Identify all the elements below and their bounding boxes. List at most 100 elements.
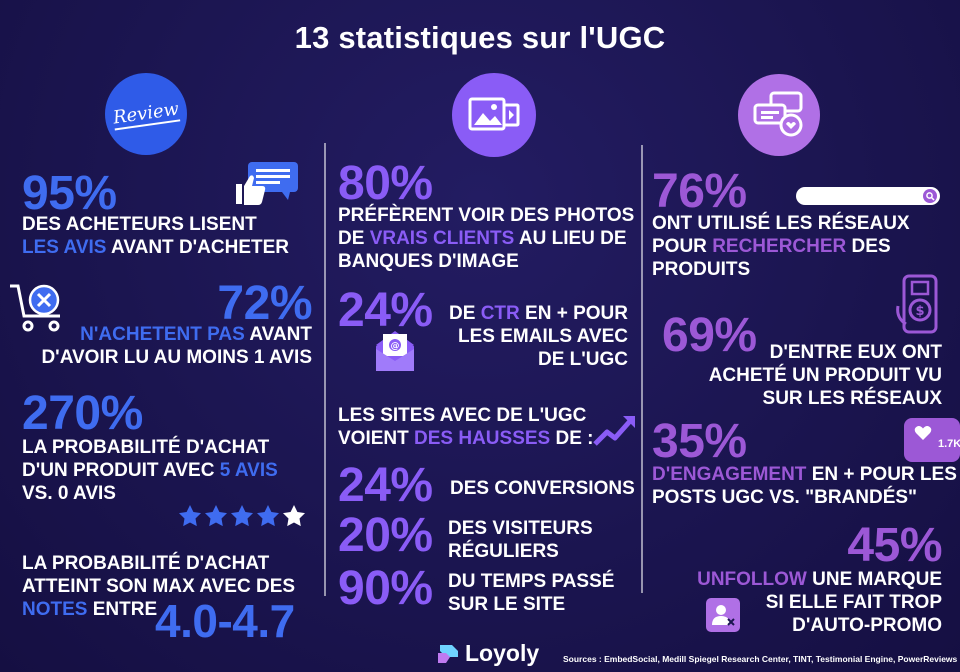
stat-24ctr-line1-pre: DE xyxy=(449,303,481,324)
star-icon-2 xyxy=(205,505,227,527)
stat-35-line1-rest: EN + POUR LES xyxy=(806,464,957,485)
review-icon-label: Review xyxy=(111,98,181,130)
stat-45-value: 45% xyxy=(847,519,942,572)
stat-95-line2: LES AVIS AVANT D'ACHETER xyxy=(22,236,289,259)
stat-270-line1: LA PROBABILITÉ D'ACHAT xyxy=(22,437,270,458)
stat-45-highlight: UNFOLLOW xyxy=(697,569,807,590)
svg-text:$: $ xyxy=(915,304,924,319)
stat-visitors-line1: DES VISITEURS xyxy=(448,518,593,539)
stat-76-text: ONT UTILISÉ LES RÉSEAUX POUR RECHERCHER … xyxy=(652,212,910,281)
stat-24ctr-line1-rest: EN + POUR xyxy=(519,303,628,324)
stat-76-line2-pre: POUR xyxy=(652,236,713,257)
stat-time-value: 90% xyxy=(338,562,433,615)
stat-45-line1: UNFOLLOW UNE MARQUE xyxy=(660,568,942,591)
stat-69-value: 69% xyxy=(662,309,757,362)
stat-72-line1: N'ACHETENT PAS AVANT xyxy=(20,323,312,346)
email-icon: @ xyxy=(376,331,414,371)
stat-95-line1: DES ACHETEURS LISENT xyxy=(22,214,257,235)
svg-text:@: @ xyxy=(391,342,400,352)
stat-24ctr-line2: LES EMAILS AVEC xyxy=(458,326,628,347)
search-bar xyxy=(796,187,940,205)
stat-76-line3: PRODUITS xyxy=(652,259,751,280)
like-count: 1.7K xyxy=(938,438,960,450)
star-icon-3 xyxy=(231,505,253,527)
column-divider-right xyxy=(641,145,643,593)
social-chat-icon xyxy=(753,91,803,137)
stat-69-line2: ACHETÉ UN PRODUIT VU xyxy=(708,365,942,386)
stat-45-line1-rest: UNE MARQUE xyxy=(806,569,942,590)
stat-45-line2: SI ELLE FAIT TROP xyxy=(765,592,942,613)
stat-rating-highlight: NOTES xyxy=(22,599,88,620)
stat-rating-text: LA PROBABILITÉ D'ACHAT ATTEINT SON MAX A… xyxy=(22,552,295,621)
stat-72-text: N'ACHETENT PAS AVANT D'AVOIR LU AU MOINS… xyxy=(20,323,312,369)
stat-80-line2-rest: AU LIEU DE xyxy=(514,228,627,249)
stat-76-line2-rest: DES xyxy=(846,236,891,257)
stat-72-highlight: N'ACHETENT PAS xyxy=(80,324,245,345)
phone-payment-icon: $ xyxy=(896,274,938,334)
stat-conversions-value: 24% xyxy=(338,459,433,512)
cart-cancel-icon xyxy=(10,284,60,332)
heart-icon xyxy=(914,426,932,440)
stat-80-line2-pre: DE xyxy=(338,228,370,249)
stat-24ctr-line1: DE CTR EN + POUR xyxy=(420,302,628,325)
stat-visitors-line2: RÉGULIERS xyxy=(448,541,559,562)
stat-45-text: UNFOLLOW UNE MARQUE SI ELLE FAIT TROP D'… xyxy=(660,568,942,637)
stat-35-highlight: D'ENGAGEMENT xyxy=(652,464,807,485)
stat-ugc-sites-line1: LES SITES AVEC DE L'UGC xyxy=(338,405,587,426)
star-rating xyxy=(179,505,305,527)
sources-text: Sources : EmbedSocial, Medill Spiegel Re… xyxy=(563,654,958,664)
footer-logo: Loyoly xyxy=(436,640,539,667)
stat-ugc-sites-line2: VOIENT DES HAUSSES DE : xyxy=(338,427,594,450)
stat-80-line3: BANQUES D'IMAGE xyxy=(338,251,519,272)
stat-76-value: 76% xyxy=(652,165,747,218)
stat-ugc-sites-line2-rest: DE : xyxy=(550,428,594,449)
stat-69-line1: D'ENTRE EUX ONT xyxy=(769,342,942,363)
stat-ugc-sites-highlight: DES HAUSSES xyxy=(414,428,551,449)
chat-bubbles-icon xyxy=(738,74,820,156)
stat-visitors-value: 20% xyxy=(338,509,433,562)
stat-rating-line2: ATTEINT SON MAX AVEC DES xyxy=(22,576,296,597)
stat-ugc-sites-line2-pre: VOIENT xyxy=(338,428,415,449)
stat-76-line2: POUR RECHERCHER DES xyxy=(652,235,910,258)
stat-rating-value: 4.0-4.7 xyxy=(155,595,295,647)
stat-conversions-text: DES CONVERSIONS xyxy=(450,478,635,499)
stat-visitors-text: DES VISITEURS RÉGULIERS xyxy=(448,517,593,563)
stat-24ctr-line3: DE L'UGC xyxy=(537,349,628,370)
stat-72-line1-rest: AVANT xyxy=(244,324,312,345)
stat-69-text: D'ENTRE EUX ONT ACHETÉ UN PRODUIT VU SUR… xyxy=(660,341,942,410)
stat-270-line2-pre: D'UN PRODUIT AVEC xyxy=(22,460,220,481)
stat-35-line1: D'ENGAGEMENT EN + POUR LES xyxy=(652,463,957,486)
stat-270-line2: D'UN PRODUIT AVEC 5 AVIS xyxy=(22,459,278,482)
stat-24ctr-value: 24% xyxy=(338,284,433,337)
stat-time-line1: DU TEMPS PASSÉ xyxy=(448,571,615,592)
review-icon: Review xyxy=(105,73,187,155)
stat-95-text: DES ACHETEURS LISENT LES AVIS AVANT D'AC… xyxy=(22,213,289,259)
stat-80-highlight: VRAIS CLIENTS xyxy=(369,228,515,249)
stat-35-value: 35% xyxy=(652,415,747,468)
stat-35-line2: POSTS UGC VS. "BRANDÉS" xyxy=(652,487,918,508)
image-icon xyxy=(468,97,520,131)
stat-95-highlight: LES AVIS xyxy=(22,237,107,258)
page-title: 13 statistiques sur l'UGC xyxy=(294,20,666,55)
unfollow-user-icon xyxy=(706,598,740,632)
stat-76-line1: ONT UTILISÉ LES RÉSEAUX xyxy=(652,213,910,234)
stat-80-line1: PRÉFÈRENT VOIR DES PHOTOS xyxy=(338,205,635,226)
stat-270-line3: VS. 0 AVIS xyxy=(22,483,116,504)
stat-72-line2: D'AVOIR LU AU MOINS 1 AVIS xyxy=(41,347,312,368)
loyoly-logo-icon xyxy=(438,644,458,663)
stat-270-text: LA PROBABILITÉ D'ACHAT D'UN PRODUIT AVEC… xyxy=(22,436,278,505)
stat-80-text: PRÉFÈRENT VOIR DES PHOTOS DE VRAIS CLIEN… xyxy=(338,204,634,273)
search-icon xyxy=(923,189,937,203)
stat-80-line2: DE VRAIS CLIENTS AU LIEU DE xyxy=(338,227,634,250)
stat-time-line2: SUR LE SITE xyxy=(448,594,566,615)
stat-rating-line3-rest: ENTRE xyxy=(87,599,158,620)
stat-72-value: 72% xyxy=(217,277,312,330)
stat-45-line3: D'AUTO-PROMO xyxy=(792,615,942,636)
trend-up-icon xyxy=(593,416,635,446)
stat-95-value: 95% xyxy=(22,167,117,220)
star-icon-4 xyxy=(257,505,279,527)
stat-rating-line1: LA PROBABILITÉ D'ACHAT xyxy=(22,553,270,574)
user-remove-icon xyxy=(712,605,735,626)
star-icon-5-empty xyxy=(283,505,305,527)
stat-76-highlight: RECHERCHER xyxy=(712,236,847,257)
